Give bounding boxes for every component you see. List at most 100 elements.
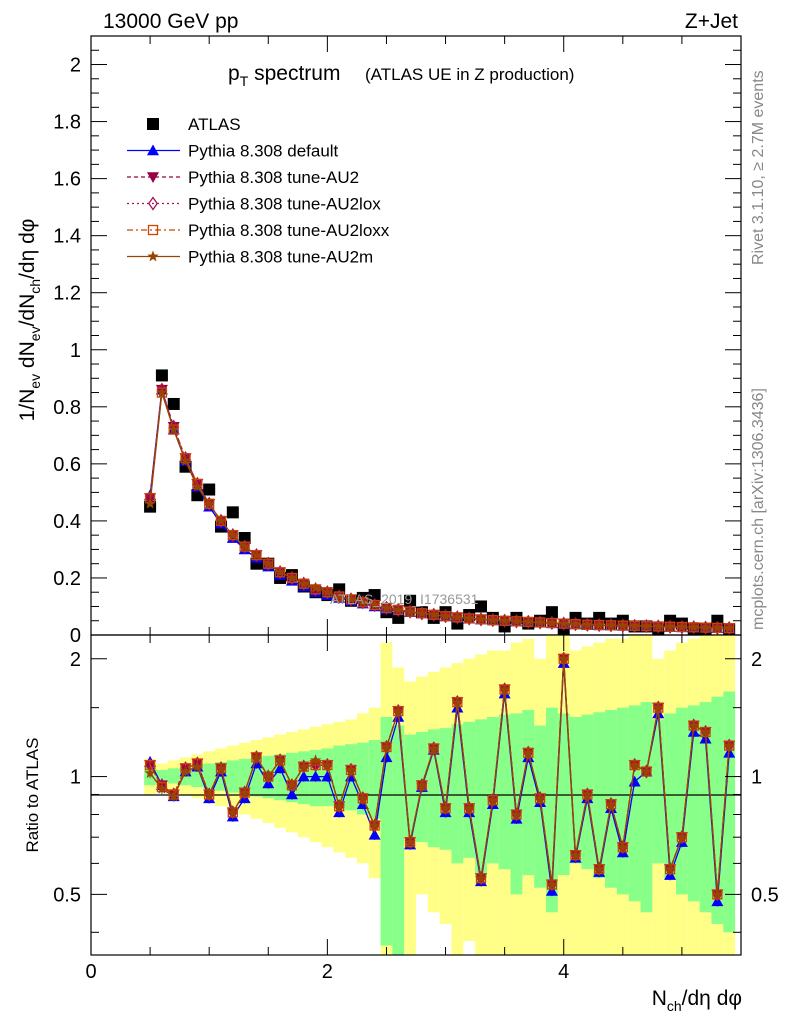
series-point-4 — [522, 615, 534, 627]
ratio-point-2 — [535, 791, 546, 806]
series-point-2 — [334, 589, 345, 604]
series-point-2 — [724, 621, 735, 636]
ratio-point-2 — [346, 762, 356, 778]
series-point-4 — [416, 607, 428, 619]
ratio-point-4 — [558, 652, 570, 664]
ratio-point-2 — [416, 778, 427, 793]
stat-band — [392, 725, 405, 955]
series-point-2 — [511, 614, 522, 629]
ratio-point-2 — [712, 887, 723, 902]
ratio-point-4 — [392, 705, 404, 716]
series-point-4 — [581, 618, 594, 630]
stat-band — [711, 696, 724, 925]
ratio-point-2 — [440, 801, 451, 816]
legend-marker — [147, 250, 159, 262]
atlas-point — [167, 397, 180, 410]
atlas-point — [368, 589, 381, 602]
ratio-point-4 — [428, 742, 440, 754]
y-tick-label: 0.2 — [53, 568, 81, 590]
ratio-y-tick-label: 2 — [70, 649, 81, 671]
series-point-2 — [440, 609, 451, 624]
stat-band — [640, 702, 653, 913]
ratio-point-4 — [605, 798, 617, 809]
series-point-2 — [464, 611, 475, 626]
ratio-y-tick-label: 0.5 — [53, 884, 81, 906]
ratio-point-4 — [274, 754, 286, 766]
y-tick-label: 0.4 — [53, 511, 81, 533]
ratio-point-2 — [428, 741, 439, 756]
atlas-point — [545, 606, 558, 619]
y-tick-label: 0.8 — [53, 397, 81, 419]
atlas-point — [226, 506, 239, 519]
ratio-point-2 — [357, 791, 368, 806]
series-point-4 — [664, 620, 676, 632]
stat-band — [687, 705, 700, 902]
series-point-4 — [451, 611, 464, 623]
series-point-2 — [570, 617, 581, 632]
ratio-point-0 — [309, 770, 322, 782]
stat-band — [404, 734, 416, 838]
series-point-4 — [699, 621, 712, 633]
legend-label: Pythia 8.308 tune-AU2 — [188, 168, 359, 187]
series-point-2 — [452, 610, 463, 625]
ratio-point-4 — [191, 760, 204, 772]
series-point-4 — [404, 605, 416, 617]
ratio-point-2 — [570, 847, 581, 863]
ratio-point-2 — [369, 818, 380, 833]
y-tick-label: 0 — [70, 625, 81, 647]
stat-band — [676, 707, 688, 895]
ratio-point-4 — [723, 739, 735, 751]
atlas-point — [404, 594, 417, 607]
series-point-2 — [428, 607, 439, 622]
ratio-point-4 — [699, 726, 712, 737]
series-point-2 — [617, 618, 628, 633]
ratio-point-0 — [380, 751, 393, 763]
rivet-label: Rivet 3.1.10, ≥ 2.7M events — [750, 70, 767, 265]
series-point-4 — [144, 497, 156, 509]
stat-band — [427, 729, 440, 848]
series-point-2 — [416, 606, 427, 621]
legend-label: Pythia 8.308 default — [188, 142, 339, 161]
ratio-point-2 — [676, 830, 687, 845]
series-point-4 — [475, 613, 487, 625]
y-tick-label: 0.6 — [53, 454, 81, 476]
ratio-plot-frame — [90, 634, 742, 956]
ratio-point-4 — [475, 872, 487, 883]
main-plot: 00.20.40.60.811.21.41.61.82 pT spectrum … — [16, 35, 742, 647]
ratio-ylabel: Ratio to ATLAS — [23, 738, 42, 853]
ratio-point-2 — [606, 797, 616, 812]
ratio-point-4 — [534, 792, 546, 804]
stat-band — [333, 745, 346, 809]
ratio-point-4 — [215, 762, 227, 774]
ratio-point-4 — [227, 806, 239, 818]
ratio-point-4 — [144, 767, 156, 779]
series-point-4 — [617, 619, 629, 631]
stat-band — [203, 763, 216, 789]
stat-band — [498, 714, 511, 870]
ratio-point-4 — [451, 696, 464, 707]
series-point-4 — [640, 620, 653, 631]
ratio-point-2 — [582, 787, 593, 802]
series-point-2 — [357, 595, 368, 610]
ratio-point-2 — [594, 862, 605, 877]
ratio-point-4 — [404, 836, 416, 847]
series-point-4 — [168, 423, 180, 435]
series-point-4 — [546, 617, 558, 628]
atlas-point — [155, 369, 168, 382]
series-point-4 — [463, 612, 475, 624]
main-title-paren: (ATLAS UE in Z production) — [365, 65, 574, 84]
series-point-4 — [262, 557, 274, 569]
series-point-2 — [665, 619, 676, 634]
series-point-2 — [535, 615, 546, 630]
y-tick-label: 1.6 — [53, 169, 81, 191]
stat-band — [652, 719, 665, 864]
series-point-4 — [428, 608, 440, 620]
series-point-4 — [203, 497, 215, 509]
stat-band — [546, 707, 558, 913]
series-point-2 — [700, 620, 711, 635]
stat-band — [250, 757, 263, 797]
ratio-point-4 — [168, 790, 180, 802]
ratio-point-4 — [368, 819, 381, 831]
series-point-2 — [558, 616, 569, 631]
stat-band — [226, 760, 239, 793]
